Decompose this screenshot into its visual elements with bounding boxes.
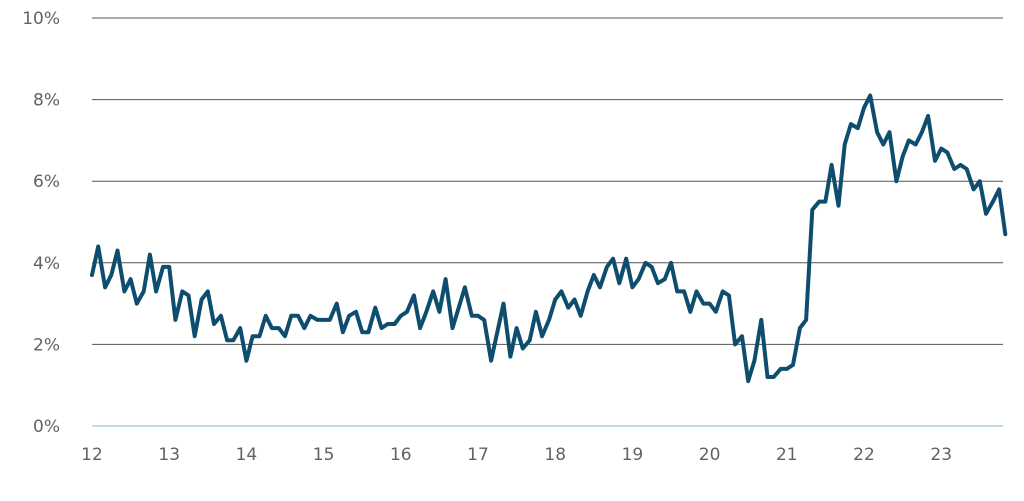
x-tick-label: 14: [236, 445, 258, 465]
x-tick-label: 17: [467, 445, 489, 465]
series-layer: [90, 93, 1008, 384]
x-tick-label: 19: [622, 445, 644, 465]
x-tick-label: 21: [776, 445, 798, 465]
series-line-0: [90, 93, 1008, 384]
x-tick-label: 23: [930, 445, 952, 465]
y-tick-label: 10%: [22, 9, 60, 29]
y-axis-tick-labels: 0% 2% 4% 6% 8% 10%: [22, 9, 60, 437]
y-tick-label: 0%: [33, 417, 60, 437]
x-tick-label: 18: [544, 445, 566, 465]
y-tick-label: 8%: [33, 91, 60, 111]
y-tick-label: 6%: [33, 172, 60, 192]
x-tick-label: 13: [158, 445, 180, 465]
x-tick-label: 12: [81, 445, 103, 465]
gridlines: [92, 17, 1003, 427]
y-tick-label: 4%: [33, 254, 60, 274]
x-tick-label: 16: [390, 445, 412, 465]
x-tick-label: 15: [313, 445, 335, 465]
y-tick-label: 2%: [33, 335, 60, 355]
x-tick-label: 22: [853, 445, 875, 465]
x-axis-tick-labels: 12 13 14 15 16 17 18 19 20 21 22 23: [81, 445, 952, 465]
x-tick-label: 20: [699, 445, 721, 465]
